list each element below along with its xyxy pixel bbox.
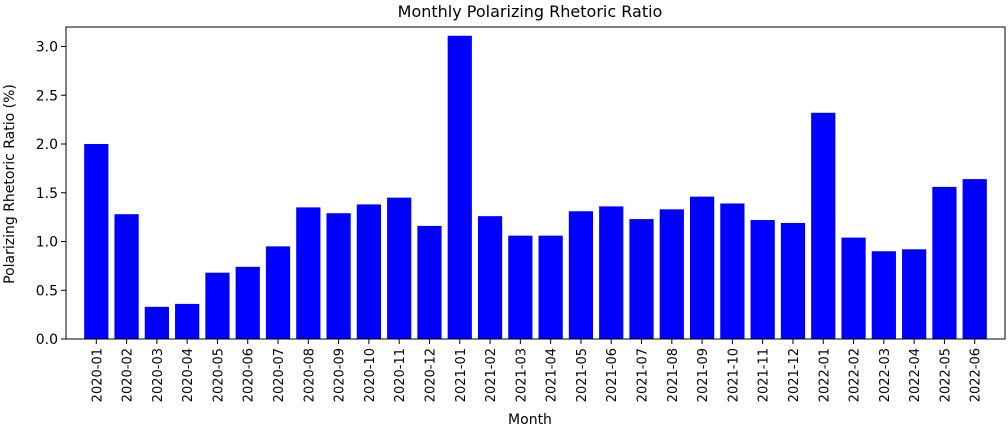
- y-tick-label: 0.0: [36, 332, 58, 348]
- y-tick-label: 3.0: [36, 40, 58, 56]
- x-tick-label: 2020-09: [333, 348, 348, 402]
- x-tick-label: 2022-03: [878, 348, 893, 402]
- bar-2022-03: [871, 251, 896, 339]
- x-tick-label: 2020-05: [211, 348, 226, 402]
- x-tick-label: 2020-04: [181, 348, 196, 402]
- x-tick-label: 2022-04: [908, 348, 923, 402]
- x-tick-label: 2021-11: [757, 348, 772, 402]
- bar-2022-06: [962, 179, 987, 339]
- x-tick-label: 2021-04: [545, 348, 560, 402]
- y-tick-label: 2.0: [36, 137, 58, 153]
- bar-2021-02: [477, 216, 503, 339]
- x-tick-label: 2020-01: [90, 348, 105, 402]
- x-tick-label: 2020-07: [272, 348, 287, 402]
- bar-2021-12: [780, 222, 806, 339]
- plot-frame: [65, 26, 1006, 340]
- bar-2021-09: [689, 196, 715, 339]
- y-axis: 0.0 0.5 1.0 1.5 2.0 2.5 3.0: [36, 40, 66, 348]
- bar-2021-06: [599, 206, 624, 339]
- x-tick-label: 2020-12: [423, 348, 438, 402]
- x-axis: 2020-01 2020-02 2020-03 2020-04 2020-05 2020-…: [90, 339, 984, 402]
- x-tick-label: 2021-01: [454, 348, 469, 402]
- bar-2020-12: [417, 225, 442, 339]
- y-tick-label: 2.5: [36, 88, 58, 104]
- x-tick-label: 2020-02: [121, 348, 136, 402]
- bars: [84, 35, 987, 340]
- y-tick-label: 1.0: [36, 235, 58, 251]
- x-tick-label: 2021-06: [605, 348, 620, 402]
- bar-2022-02: [841, 237, 866, 339]
- y-tick-label: 1.5: [36, 186, 58, 202]
- x-tick-label: 2021-09: [696, 348, 711, 402]
- x-tick-label: 2021-07: [636, 348, 651, 402]
- bar-2020-04: [175, 303, 200, 339]
- bar-2022-04: [902, 249, 927, 339]
- x-tick-label: 2020-08: [302, 348, 317, 402]
- bar-2020-07: [265, 246, 291, 339]
- x-tick-label: 2021-02: [484, 348, 499, 402]
- bar-2021-10: [720, 203, 745, 339]
- bar-2020-02: [114, 214, 139, 339]
- x-tick-label: 2022-01: [817, 348, 832, 402]
- y-axis-label: Polarizing Rhetoric Ratio (%): [2, 84, 18, 284]
- bar-2020-03: [144, 306, 169, 339]
- x-tick-label: 2021-10: [726, 348, 741, 402]
- chart-title: Monthly Polarizing Rhetoric Ratio: [398, 2, 663, 21]
- bar-2022-01: [811, 112, 836, 339]
- bar-2022-05: [932, 186, 957, 339]
- x-tick-label: 2020-03: [151, 348, 166, 402]
- bar-2021-01: [447, 35, 472, 340]
- bar-2020-05: [205, 272, 230, 339]
- bar-2020-06: [235, 266, 260, 339]
- x-tick-label: 2022-02: [848, 348, 863, 402]
- x-tick-label: 2021-08: [666, 348, 681, 402]
- y-tick-label: 0.5: [36, 283, 58, 299]
- x-tick-label: 2021-03: [514, 348, 529, 402]
- x-tick-label: 2020-06: [242, 348, 257, 402]
- bar-2021-08: [659, 209, 684, 339]
- bar-2021-11: [750, 220, 775, 339]
- x-tick-label: 2020-10: [363, 348, 378, 402]
- bar-2020-08: [296, 207, 321, 339]
- x-tick-label: 2022-06: [969, 348, 984, 402]
- x-tick-label: 2021-12: [787, 348, 802, 402]
- x-tick-label: 2020-11: [393, 348, 408, 402]
- bar-2020-01: [84, 144, 109, 339]
- bar-2020-11: [387, 197, 412, 339]
- bar-2021-05: [568, 211, 594, 339]
- bar-2020-10: [356, 204, 382, 339]
- bar-2021-03: [508, 235, 533, 339]
- x-tick-label: 2022-05: [938, 348, 953, 402]
- bar-2021-04: [538, 235, 563, 339]
- x-tick-label: 2021-05: [575, 348, 590, 402]
- x-axis-label: Month: [508, 412, 552, 427]
- bar-2021-07: [629, 219, 654, 339]
- bar-2020-09: [326, 213, 351, 339]
